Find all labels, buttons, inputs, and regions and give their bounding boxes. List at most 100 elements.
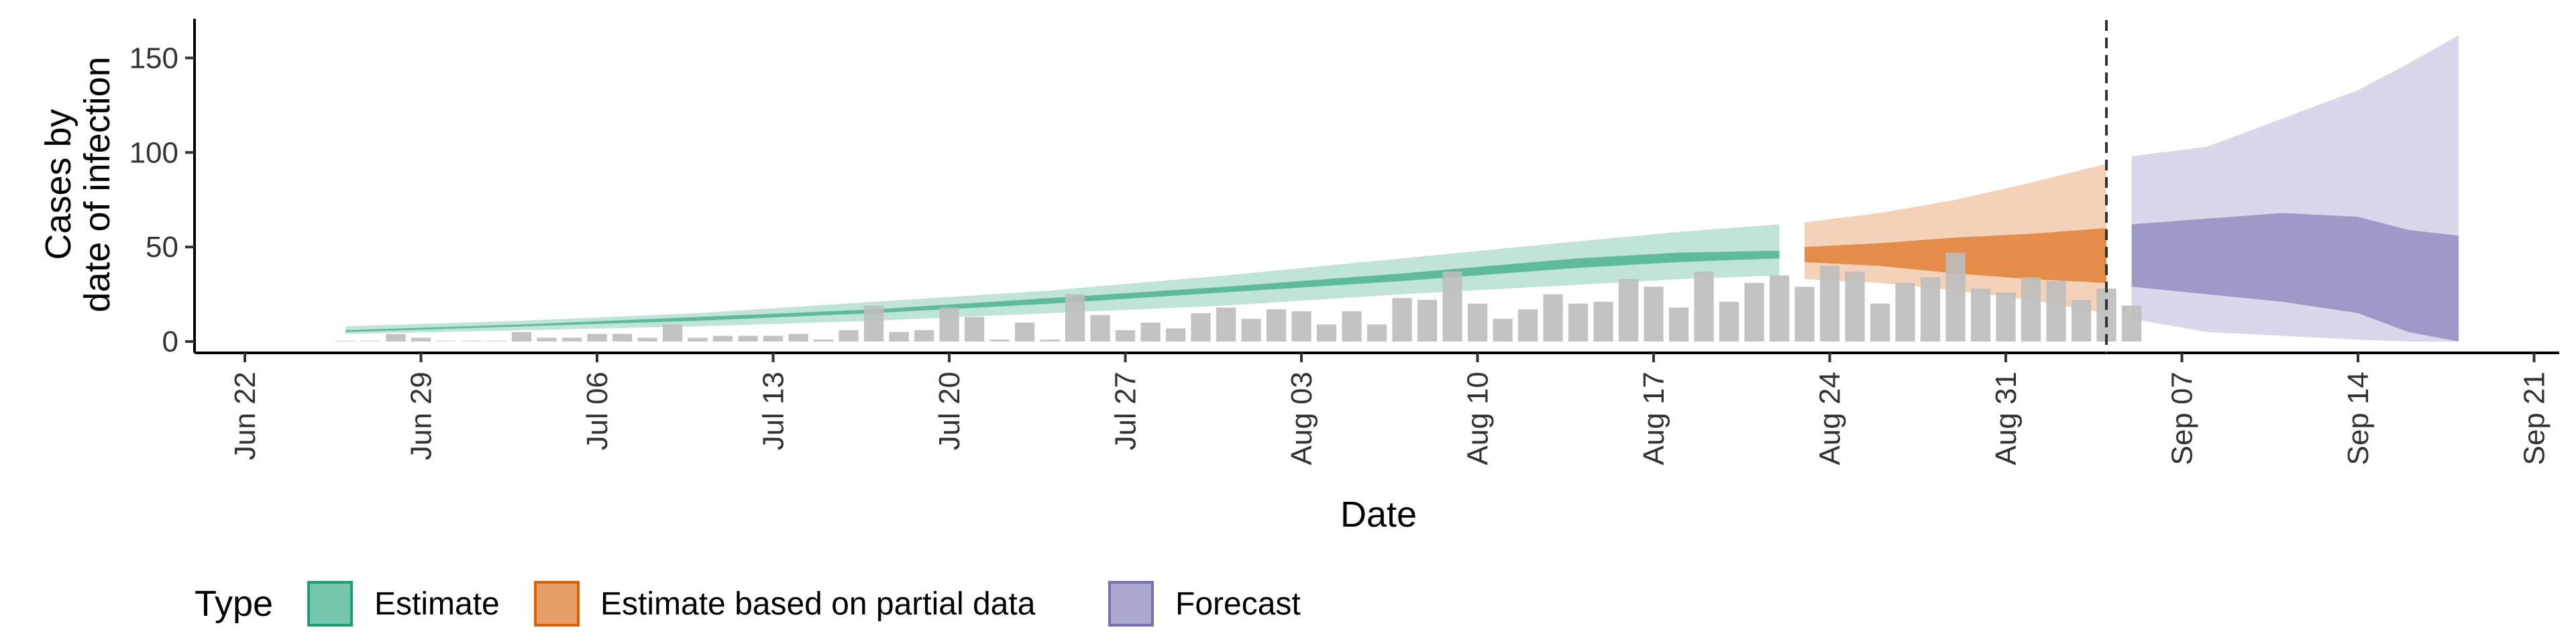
- y-axis-ticks: 0 50 100 150: [129, 42, 195, 358]
- case-bar: [1090, 315, 1110, 342]
- case-bar: [1719, 301, 1739, 342]
- x-tick-label: Jul 06: [581, 372, 614, 450]
- case-bar: [1568, 303, 1589, 342]
- x-tick-label: Jul 13: [757, 372, 790, 450]
- case-bar: [1065, 294, 1085, 342]
- x-tick-label: Aug 31: [1990, 372, 2023, 465]
- case-bar: [1216, 307, 1236, 342]
- case-bar: [1266, 309, 1287, 342]
- case-bar: [813, 339, 834, 342]
- case-bar: [1392, 298, 1412, 342]
- estimate-bands: [345, 35, 2459, 342]
- case-bar: [1769, 275, 1790, 342]
- case-bar: [788, 333, 808, 342]
- x-axis-title: Date: [1340, 494, 1417, 535]
- case-bar: [587, 333, 607, 342]
- case-bar: [1618, 279, 1639, 342]
- legend-label-forecast: Forecast: [1175, 586, 1301, 622]
- case-bar: [1996, 292, 2016, 342]
- y-tick-label: 100: [129, 136, 178, 169]
- x-tick-label: Sep 07: [2166, 372, 2199, 465]
- case-bar: [1417, 300, 1438, 342]
- case-bar: [1895, 282, 1915, 342]
- case-bar: [1517, 309, 1538, 342]
- case-bar: [1543, 294, 1563, 342]
- legend-title: Type: [195, 584, 273, 624]
- case-bar: [1920, 277, 1941, 342]
- case-bar: [1342, 311, 1362, 342]
- y-axis-title-line-1: Cases by: [38, 109, 78, 260]
- x-tick-label: Jul 20: [933, 372, 966, 450]
- case-bar: [1442, 271, 1462, 342]
- case-bar: [1970, 288, 1991, 342]
- x-axis-ticks: Jun 22 Jun 29 Jul 06 Jul 13 Jul 20 Jul 27 Aug …: [229, 353, 2551, 465]
- case-bar: [1845, 271, 1865, 342]
- case-bar: [2021, 277, 2041, 342]
- case-bar: [1191, 313, 1211, 342]
- x-tick-label: Jun 29: [405, 372, 438, 460]
- case-bar: [411, 337, 431, 342]
- y-axis-title: Cases by date of infection: [38, 56, 117, 312]
- case-bar: [839, 330, 859, 342]
- case-bar: [1316, 324, 1337, 342]
- y-tick-label: 150: [129, 42, 178, 74]
- case-bar: [1593, 301, 1613, 342]
- legend-label-estimate: Estimate: [374, 586, 500, 622]
- case-bar: [863, 305, 884, 341]
- case-bar: [2046, 280, 2066, 342]
- case-bar: [1668, 307, 1689, 342]
- case-bar: [939, 307, 959, 342]
- legend: Type Estimate Estimate based on partial …: [195, 581, 1301, 627]
- legend-swatch-forecast: [1108, 581, 1154, 627]
- case-bar: [2096, 288, 2116, 342]
- case-bar: [561, 337, 582, 342]
- x-tick-label: Aug 03: [1285, 372, 1318, 465]
- y-tick-label: 50: [146, 231, 178, 264]
- case-bar: [1744, 282, 1764, 342]
- legend-label-partial: Estimate based on partial data: [600, 586, 1036, 622]
- case-bar: [2071, 300, 2092, 342]
- case-bar: [1241, 319, 1261, 342]
- observed-case-bars: [335, 252, 2142, 342]
- x-tick-label: Aug 24: [1814, 372, 1847, 465]
- case-bar: [386, 333, 406, 342]
- y-axis-title-line-2: date of infection: [77, 56, 117, 312]
- case-bar: [964, 317, 985, 342]
- case-bar: [511, 332, 532, 342]
- case-bar: [1115, 330, 1136, 342]
- case-bar: [1366, 324, 1387, 342]
- x-tick-label: Aug 10: [1462, 372, 1495, 465]
- case-bar: [1694, 271, 1714, 342]
- case-bar: [914, 330, 934, 342]
- band-outer-0: [345, 224, 1780, 334]
- case-bar: [688, 337, 708, 342]
- case-bar: [1014, 322, 1035, 342]
- legend-swatch-partial: [534, 581, 580, 627]
- case-bar: [1040, 339, 1060, 342]
- x-tick-label: Sep 14: [2342, 372, 2375, 465]
- case-bar: [1870, 303, 1890, 342]
- case-bar: [1291, 311, 1311, 342]
- y-tick-label: 0: [162, 325, 178, 358]
- case-bar: [1493, 319, 1513, 342]
- case-bar: [612, 333, 633, 342]
- case-bar: [1644, 286, 1664, 342]
- band-inner-2: [2131, 213, 2459, 342]
- legend-swatch-estimate: [307, 581, 353, 627]
- case-bar: [1819, 266, 1840, 342]
- axes: [193, 19, 2559, 354]
- case-bar: [1467, 303, 1488, 342]
- case-bar: [1140, 322, 1161, 342]
- case-bar: [662, 324, 683, 342]
- case-bar: [712, 335, 733, 342]
- case-bar: [738, 335, 758, 342]
- x-tick-label: Aug 17: [1638, 372, 1670, 465]
- case-bar: [637, 337, 657, 342]
- case-bar: [1794, 286, 1815, 342]
- case-bar: [2121, 305, 2142, 341]
- case-bar: [537, 337, 557, 342]
- x-tick-label: Sep 21: [2518, 372, 2551, 465]
- band-inner-0: [345, 250, 1780, 332]
- case-bar: [889, 332, 909, 342]
